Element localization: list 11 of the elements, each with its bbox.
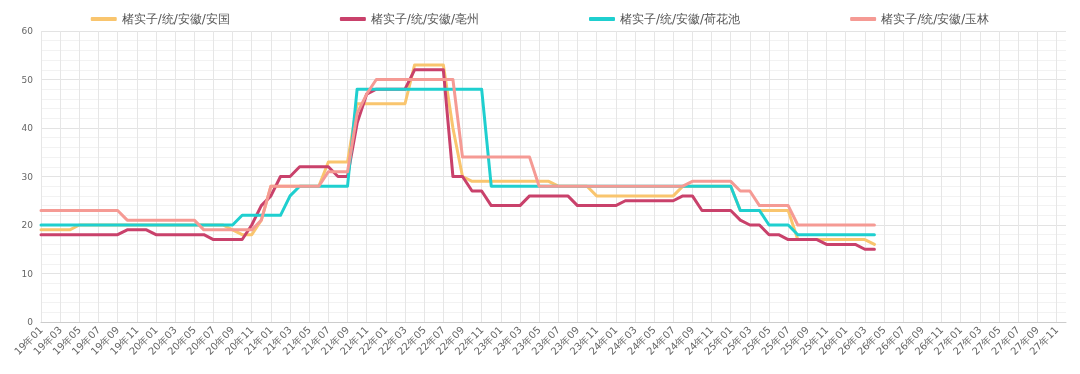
legend-label: 楮实子/统/安徽/安国: [121, 12, 230, 26]
legend-label: 楮实子/统/安徽/亳州: [370, 12, 480, 26]
y-tick-label: 40: [21, 123, 34, 133]
legend-label: 楮实子/统/安徽/玉林: [881, 12, 990, 26]
y-tick-label: 60: [21, 26, 34, 36]
legend-label: 楮实子/统/安徽/荷花池: [620, 12, 741, 26]
y-tick-label: 20: [21, 220, 34, 230]
y-tick-label: 30: [21, 171, 34, 182]
y-tick-label: 50: [21, 74, 34, 85]
y-tick-label: 0: [27, 317, 34, 327]
y-tick-label: 10: [21, 268, 34, 279]
